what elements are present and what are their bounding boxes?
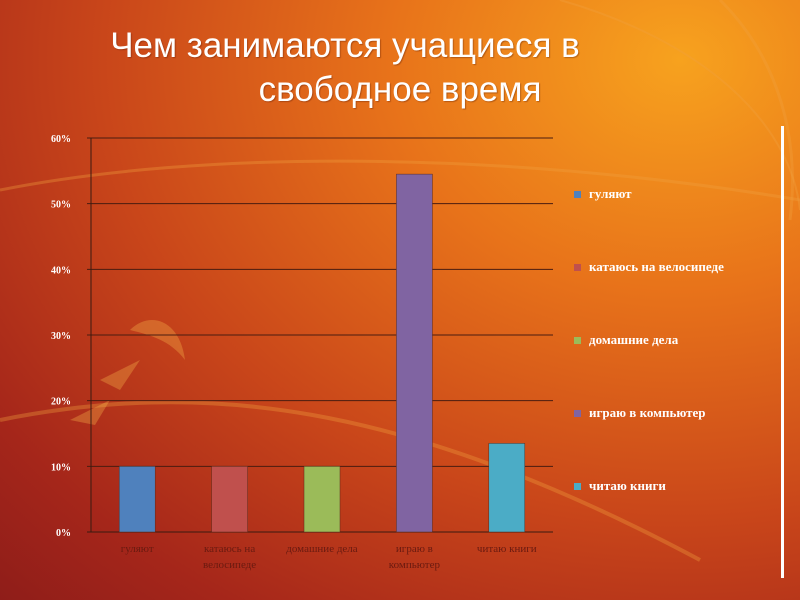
slide-title-line-1: Чем занимаются учащиеся в [110,26,580,65]
legend-label: катаюсь на велосипеде [589,259,724,274]
legend-label: домашние дела [589,332,679,347]
legend-swatch [574,336,581,344]
legend-item: гуляют [574,186,632,202]
y-tick-label: 40% [51,265,71,276]
y-tick-label: 0% [56,528,71,539]
legend-label: читаю книги [589,478,666,493]
legend-swatch [574,409,581,417]
legend-item: играю в компьютер [574,405,706,421]
bar-5 [488,443,526,533]
slide-title-line-2: свободное время [258,70,542,109]
legend-swatch [574,190,581,198]
y-tick-label: 20% [51,397,71,408]
legend-item: читаю книги [574,478,666,494]
bar-2 [211,466,248,533]
y-tick-label: 50% [51,200,71,211]
slide-title: Чем занимаются учащиеся в свободное врем… [0,24,800,112]
y-tick-label: 30% [51,331,71,342]
legend-item: домашние дела [574,332,678,348]
y-tick-label: 10% [51,462,71,473]
x-tick-label: катаюсь на [204,543,255,555]
legend-label: гуляют [589,186,632,201]
bar-4 [396,173,433,533]
x-tick-label: компьютер [389,559,441,571]
decorative-vertical-bar [781,126,784,578]
legend-item: катаюсь на велосипеде [574,259,724,275]
legend-swatch [574,263,581,271]
x-tick-label: читаю книги [477,543,537,555]
bar-1 [118,466,156,533]
legend-label: играю в компьютер [589,405,706,420]
x-tick-label: домашние дела [286,543,357,555]
x-tick-label: велосипеде [203,559,256,571]
y-tick-label: 60% [51,134,71,145]
legend-swatch [574,482,581,490]
bar-3 [303,466,341,533]
x-tick-label: играю в [396,543,433,555]
x-tick-label: гуляют [121,543,154,555]
